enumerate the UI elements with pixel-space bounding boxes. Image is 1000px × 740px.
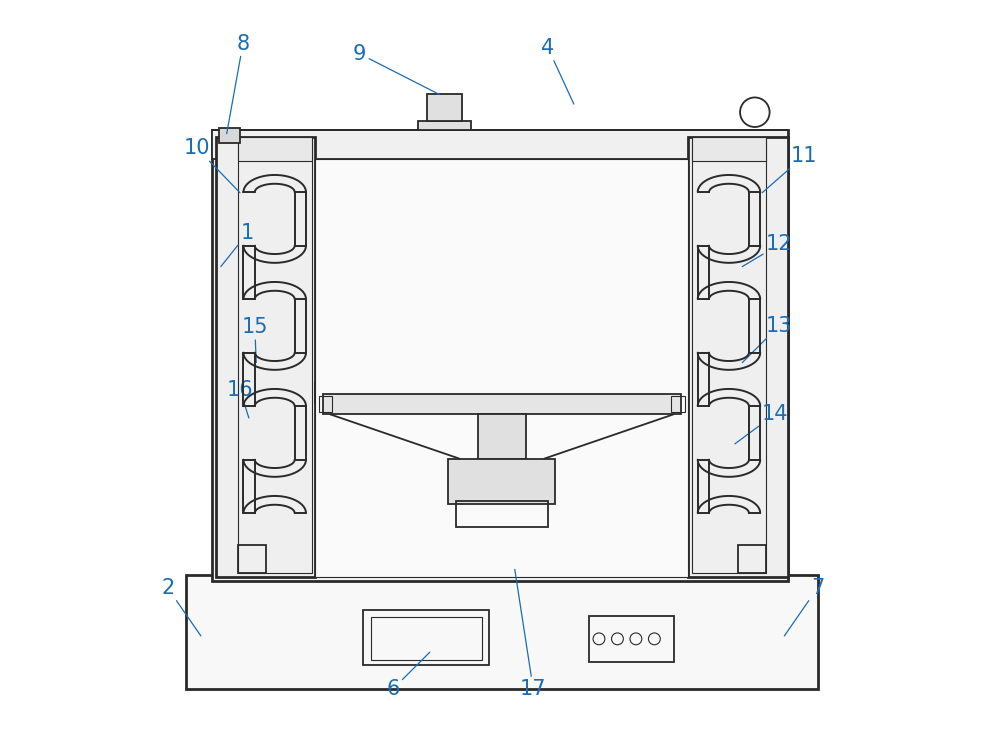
Bar: [212, 130, 788, 580]
Bar: [238, 141, 312, 573]
Bar: [371, 616, 482, 659]
Text: 12: 12: [742, 235, 792, 266]
Text: 9: 9: [353, 44, 439, 95]
Bar: [315, 160, 688, 576]
Text: 1: 1: [221, 223, 254, 266]
Text: 15: 15: [242, 317, 268, 363]
Bar: [448, 459, 555, 505]
Text: 4: 4: [541, 38, 574, 104]
Bar: [668, 377, 688, 403]
Text: 7: 7: [784, 578, 824, 636]
Bar: [427, 95, 462, 121]
Bar: [456, 501, 548, 527]
Bar: [418, 121, 471, 130]
Bar: [738, 545, 766, 573]
Text: 8: 8: [227, 33, 250, 134]
Bar: [238, 545, 266, 573]
Bar: [212, 130, 788, 160]
Bar: [319, 396, 332, 412]
Text: 16: 16: [227, 380, 253, 418]
Text: 6: 6: [386, 652, 430, 699]
Text: 14: 14: [735, 404, 788, 444]
Bar: [315, 383, 330, 403]
Text: 10: 10: [184, 138, 240, 192]
Bar: [363, 610, 489, 665]
Bar: [589, 616, 674, 662]
Bar: [219, 128, 240, 143]
Bar: [668, 302, 682, 318]
Bar: [688, 138, 788, 576]
Text: 11: 11: [762, 146, 818, 192]
Bar: [671, 396, 685, 412]
Bar: [216, 138, 315, 576]
Text: 17: 17: [515, 569, 546, 699]
Bar: [238, 138, 312, 161]
Text: 2: 2: [161, 578, 201, 636]
Bar: [692, 138, 766, 161]
Text: 13: 13: [742, 316, 792, 363]
Bar: [478, 414, 526, 459]
Bar: [186, 574, 818, 689]
Bar: [692, 141, 766, 573]
Bar: [323, 394, 681, 414]
